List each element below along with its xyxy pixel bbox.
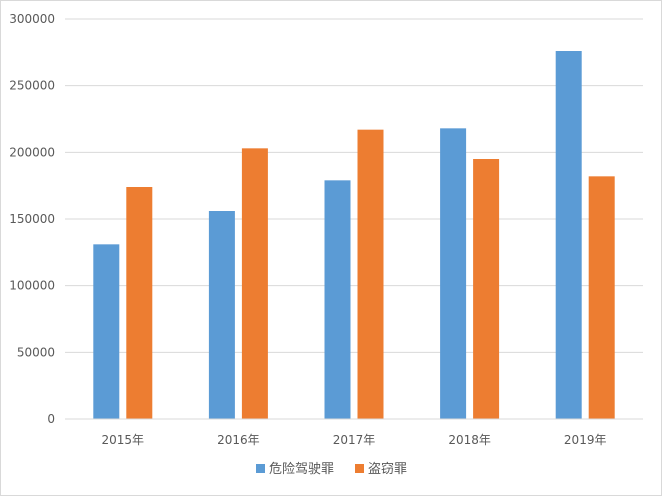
- y-tick-label: 100000: [9, 279, 55, 293]
- x-tick-label: 2018年: [448, 433, 491, 447]
- legend-label: 盗窃罪: [368, 461, 407, 477]
- bar-series-1-0: [93, 244, 120, 419]
- legend-label: 危险驾驶罪: [269, 462, 334, 477]
- x-tick-label: 2019年: [564, 433, 607, 447]
- y-tick-label: 0: [47, 412, 55, 426]
- bar-series-1-2: [324, 180, 351, 419]
- y-tick-label: 300000: [9, 12, 55, 26]
- y-tick-label: 150000: [9, 212, 55, 226]
- bar-series-2-2: [357, 129, 384, 419]
- y-tick-label: 50000: [17, 345, 55, 359]
- bar-series-2-4: [588, 176, 615, 419]
- gridlines: [65, 18, 643, 353]
- bar-series-2-1: [241, 148, 268, 420]
- bar-series-1-3: [440, 128, 467, 419]
- y-tick-label: 250000: [9, 79, 55, 93]
- bar-series-1-4: [555, 51, 582, 419]
- x-tick-label: 2016年: [217, 433, 260, 447]
- x-tick-label: 2015年: [102, 433, 145, 447]
- bar-series-2-0: [126, 187, 153, 419]
- bar-series-1-1: [208, 211, 235, 419]
- x-tick-label: 2017年: [333, 433, 376, 447]
- y-tick-label: 200000: [9, 145, 55, 159]
- bar-series-2-3: [473, 159, 500, 419]
- legend-swatch: [256, 464, 265, 473]
- legend: 危险驾驶罪 盗窃罪: [256, 461, 407, 477]
- y-axis-ticks: 0 50000 100000 150000 200000 250000 300000: [9, 12, 55, 426]
- bars: [93, 51, 615, 420]
- legend-swatch: [355, 464, 364, 473]
- x-axis-ticks: 2015年 2016年 2017年 2018年 2019年: [102, 433, 607, 447]
